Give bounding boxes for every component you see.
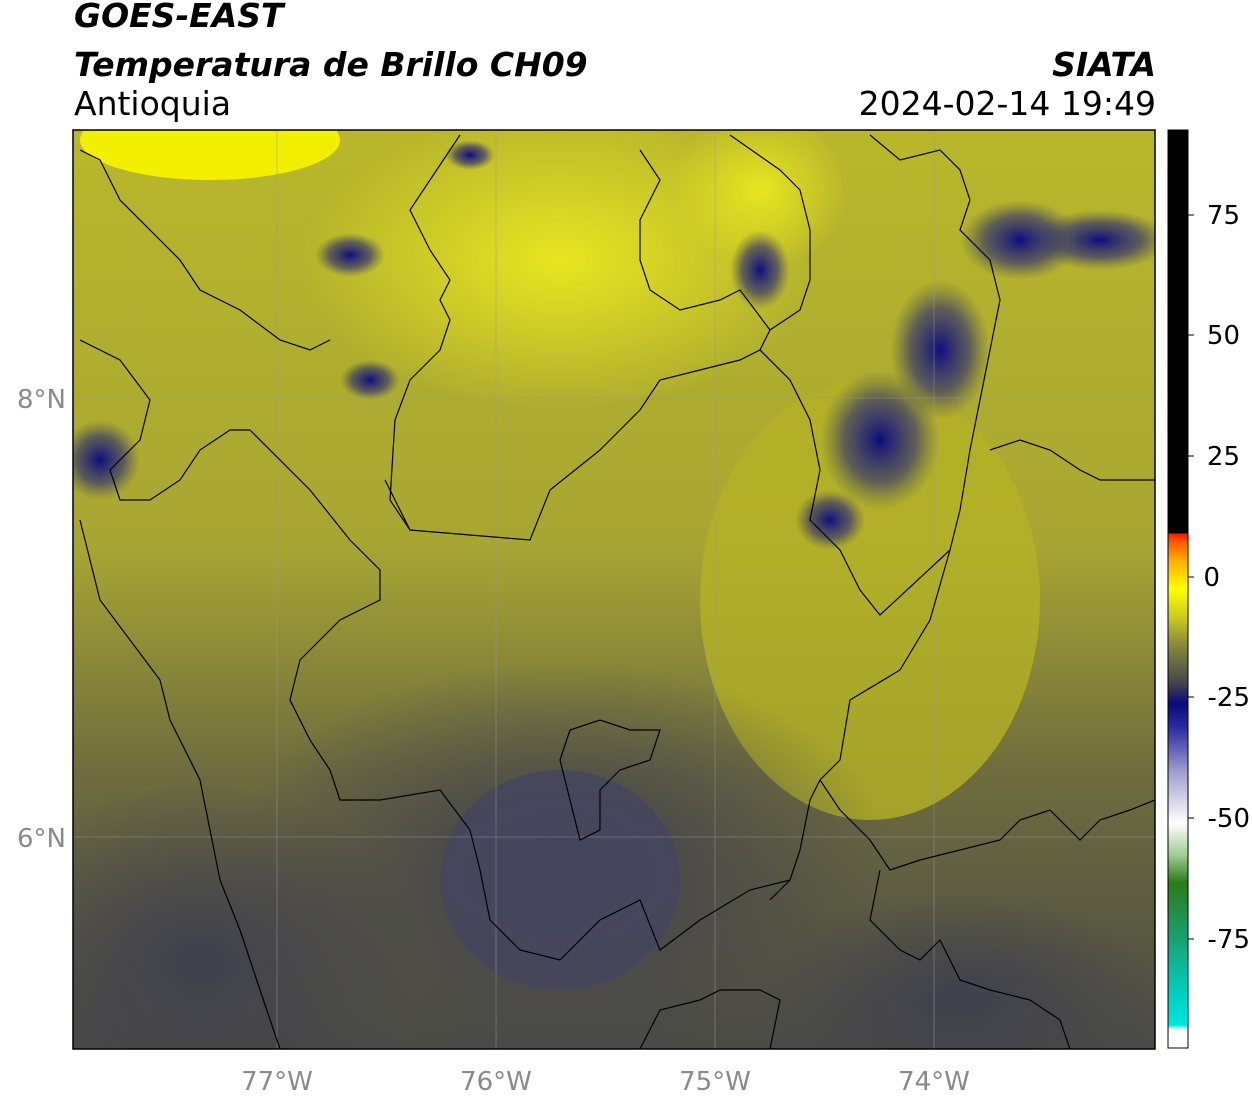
lat-label-8n: 8°N	[17, 385, 66, 415]
gridlines	[73, 130, 1155, 1049]
colorbar-tick-75: 75	[1207, 201, 1240, 231]
colorbar-tick-0: 0	[1203, 563, 1220, 593]
lon-label-76w: 76°W	[460, 1067, 532, 1097]
datetime-label: 2024-02-14 19:49	[858, 84, 1156, 123]
lat-label-6n: 6°N	[17, 824, 66, 854]
lon-label-75w: 75°W	[679, 1067, 751, 1097]
colorbar-tick-minus75: -75	[1208, 925, 1250, 955]
satellite-title: GOES-EAST	[74, 0, 284, 35]
administrative-boundaries	[79, 134, 1155, 1049]
lon-label-74w: 74°W	[898, 1067, 970, 1097]
region-label: Antioquia	[74, 84, 232, 123]
product-title: Temperatura de Brillo CH09	[74, 45, 588, 84]
colorbar: 75 50 25 0 -25 -50 -75	[1167, 129, 1250, 1049]
colorbar-tick-50: 50	[1207, 321, 1240, 351]
agency-label: SIATA	[1052, 45, 1156, 84]
colorbar-tick-minus25: -25	[1208, 683, 1250, 713]
colorbar-tick-25: 25	[1207, 442, 1240, 472]
colorbar-gradient	[1167, 129, 1189, 1049]
lon-label-77w: 77°W	[241, 1067, 313, 1097]
map-frame	[72, 129, 1156, 1050]
brightness-temperature-field	[73, 130, 1155, 1049]
colorbar-tick-minus50: -50	[1208, 804, 1250, 834]
